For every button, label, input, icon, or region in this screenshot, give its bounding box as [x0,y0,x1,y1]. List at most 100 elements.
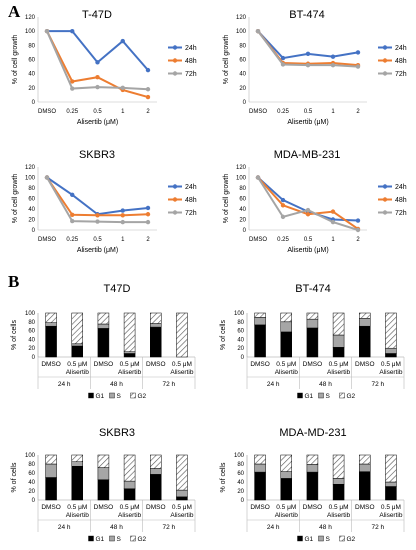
bar-segment-G1 [176,496,188,501]
legend-label-G2: G2 [347,393,356,400]
x-tick-label-dmso: DMSO [41,504,61,511]
x-tick-label-dose: 0.5 μM [120,504,140,511]
bar-segment-S [306,318,319,329]
bar-segment-G2 [359,454,371,465]
bar-segment-S [150,323,162,328]
bar-segment-G2 [45,312,57,323]
legend-label-24h: 24h [185,45,197,52]
series-line-24h [46,176,149,216]
bar-segment-G1 [254,324,266,358]
bar-segment-G2 [280,312,292,323]
bar-segment-S [359,463,371,472]
y-tick-label: 40 [28,480,35,486]
bar-chart-title: BT-474 [295,283,330,295]
bar-segment-S [332,334,345,348]
legend-marker-24h [382,184,388,189]
legend-swatch-S [318,535,324,542]
bar-segment-S [254,317,266,326]
data-point-24h [95,60,100,65]
data-point-48h [305,212,311,217]
y-tick-label: 120 [25,165,36,171]
x-tick-label: 0.25 [66,237,78,243]
y-tick-label: 60 [239,58,246,64]
y-axis-label: % of cells [220,320,227,350]
bar-segment-G2 [359,312,371,319]
y-tick-label: 20 [28,86,35,92]
y-tick-label: 100 [25,311,36,317]
bar-segment-G2 [71,454,83,462]
x-tick-label-dmso: DMSO [94,361,114,368]
panel-label-a: A [8,2,21,21]
group-label: 24 h [267,381,280,388]
bar-segment-G2 [150,312,162,324]
x-tick-label: 2 [356,237,360,243]
y-tick-label: 80 [237,320,244,326]
legend-swatch-G2 [130,535,136,542]
legend-label-S: S [117,536,122,543]
x-tick-label: DMSO [249,237,267,243]
data-point-48h [95,75,100,80]
y-axis-label: % of cell growth [12,35,19,85]
bar-segment-G2 [97,454,110,468]
bar-segment-G2 [306,454,319,465]
data-point-72h [255,28,261,34]
y-axis-label: % of cells [220,462,227,492]
y-tick-label: 40 [28,207,35,213]
data-point-48h [95,213,100,218]
line-chart-title: SKBR3 [79,149,115,161]
data-point-72h [70,218,75,224]
legend-label-72h: 72h [395,210,407,217]
bar-segment-G2 [332,454,345,479]
bar-segment-G2 [254,454,266,465]
data-point-24h [120,208,125,213]
y-tick-label: 80 [237,462,244,468]
y-tick-label: 60 [239,197,246,203]
line-chart-2: SKBR3 0 20 40 60 80 100 120 % of cell growth DMSO… [12,149,197,254]
bar-segment-G2 [123,454,136,482]
bar-chart-title: MDA-MD-231 [279,427,346,439]
bar-segment-G1 [45,477,57,501]
bar-segment-G2 [332,312,345,336]
x-tick-label-dose: 0.5 μM [276,504,296,511]
data-point-48h [280,203,286,208]
y-tick-label: 80 [28,462,35,468]
legend-label-S: S [326,536,331,543]
y-tick-label: 60 [237,471,244,477]
line-chart-title: BT-474 [289,9,324,21]
legend-swatch-G1 [88,535,94,542]
legend-swatch-G2 [339,392,345,399]
x-tick-label: 0.5 [93,237,102,243]
series-line-48h [257,176,359,230]
line-chart-title: T-47D [82,9,112,21]
x-tick-label: 0.5 [93,109,102,115]
legend-label-G1: G1 [305,536,314,543]
legend-marker-72h [382,210,388,215]
data-point-48h [330,209,336,214]
y-tick-label: 0 [32,100,36,106]
data-point-72h [280,214,286,220]
bar-segment-G2 [176,454,188,491]
bar-segment-G2 [97,312,110,325]
y-tick-label: 40 [237,337,244,343]
legend-swatch-G2 [130,392,136,399]
data-point-48h [145,212,151,217]
x-axis-label: Alisertib (μM) [287,247,328,254]
y-tick-label: 60 [28,471,35,477]
x-tick-label: 0.25 [277,109,289,115]
y-tick-label: 100 [234,453,245,459]
x-tick-label: 1 [121,237,125,243]
data-point-24h [70,28,75,34]
y-axis-label: % of cell growth [223,174,230,224]
data-point-72h [355,64,361,69]
y-tick-label: 0 [32,498,36,504]
x-tick-label-dmso: DMSO [355,504,375,511]
data-point-24h [280,197,286,203]
bar-segment-G1 [150,326,162,358]
x-tick-label-dmso: DMSO [146,361,166,368]
data-point-24h [330,54,336,59]
x-tick-label: 0.5 [304,237,313,243]
legend-label-24h: 24h [185,184,197,191]
legend-swatch-S [318,392,324,399]
x-tick-label: DMSO [38,109,56,115]
